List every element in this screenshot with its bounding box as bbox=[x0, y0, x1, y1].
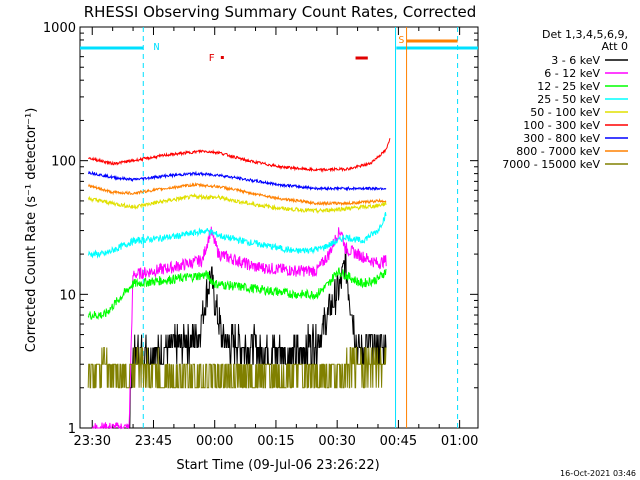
legend-entry-label: 25 - 50 keV bbox=[537, 93, 600, 106]
chart-title: RHESSI Observing Summary Count Rates, Co… bbox=[84, 3, 477, 21]
x-tick-label: 23:45 bbox=[135, 434, 172, 449]
legend-entry-label: 6 - 12 keV bbox=[544, 67, 600, 80]
legend-entry-label: 12 - 25 keV bbox=[537, 80, 600, 93]
series-line-3 bbox=[87, 212, 387, 259]
legend-entry-label: 7000 - 15000 keV bbox=[502, 158, 600, 171]
x-tick-label: 00:30 bbox=[318, 434, 355, 449]
x-tick-label: 00:45 bbox=[380, 434, 417, 449]
plot-frame bbox=[79, 26, 479, 429]
series-line-8 bbox=[87, 347, 387, 389]
footer-date: 16-Oct-2021 03:46 bbox=[560, 469, 636, 478]
y-tick-label: 1 bbox=[68, 422, 76, 437]
series-line-2 bbox=[87, 267, 387, 320]
x-tick-label: 01:00 bbox=[441, 434, 478, 449]
x-tick-label: 00:00 bbox=[196, 434, 233, 449]
legend-entry-label: 300 - 800 keV bbox=[523, 132, 600, 145]
flag-label-f: F bbox=[209, 53, 215, 64]
y-tick-label: 1000 bbox=[43, 21, 76, 36]
flag-label-n: N bbox=[153, 42, 159, 53]
legend-entry-label: 50 - 100 keV bbox=[530, 106, 600, 119]
legend-header-line: Det 1,3,4,5,6,9, bbox=[542, 28, 628, 41]
series-line-6 bbox=[87, 170, 387, 192]
y-tick-label: 100 bbox=[51, 155, 76, 170]
y-tick-label: 10 bbox=[59, 288, 76, 303]
x-axis-label: Start Time (09-Jul-06 23:26:22) bbox=[176, 458, 379, 473]
series-line-7 bbox=[87, 181, 387, 207]
legend-entry-label: 3 - 6 keV bbox=[551, 54, 600, 67]
x-tick-label: 23:30 bbox=[74, 434, 111, 449]
y-axis-label: Corrected Count Rate (s⁻¹ detector⁻¹) bbox=[24, 108, 39, 353]
series-line-4 bbox=[87, 192, 387, 215]
plot-area: 1 10 100 1000 23:30 23:45 00:00 00:15 00:30 00:45… bbox=[43, 21, 479, 449]
legend-header-line: Att 0 bbox=[602, 40, 628, 53]
x-tick-label: 00:15 bbox=[257, 434, 294, 449]
flag-label-s: S bbox=[398, 35, 404, 46]
flare-flag-mark bbox=[220, 56, 224, 59]
legend-entry-label: 100 - 300 keV bbox=[523, 119, 600, 132]
series-line-5 bbox=[88, 138, 391, 173]
legend-entry-label: 800 - 7000 keV bbox=[516, 145, 600, 158]
series-line-1 bbox=[92, 226, 387, 430]
